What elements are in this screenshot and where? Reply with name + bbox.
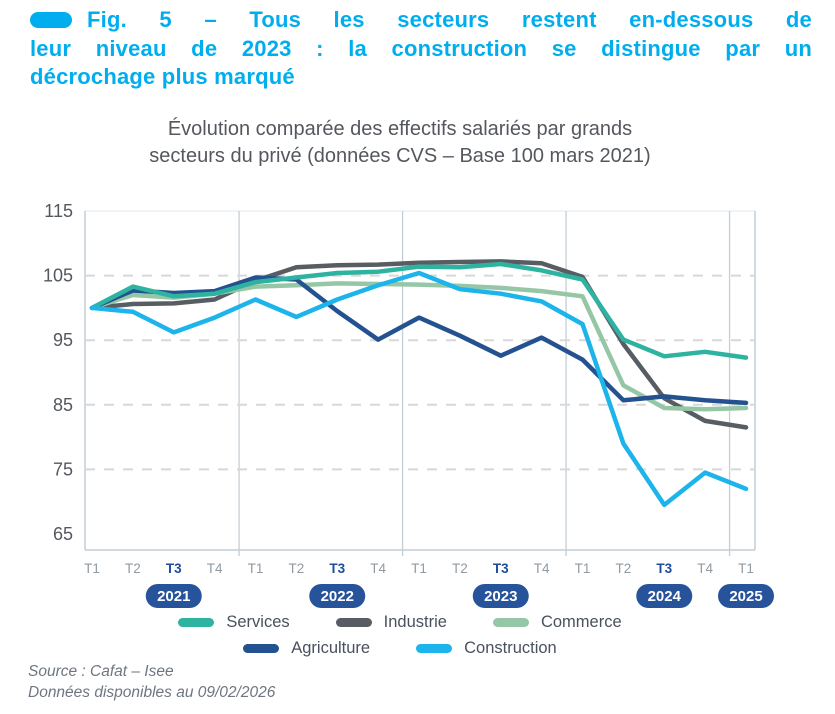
year-badge-2022 <box>309 584 366 608</box>
y-tick-115: 115 <box>44 201 73 221</box>
x-tick-0-t1: T1 <box>84 561 100 576</box>
x-tick-3-t4: T4 <box>207 561 223 576</box>
legend-label-industrie: Industrie <box>383 612 447 631</box>
x-tick-12-t1: T1 <box>575 561 591 576</box>
series-line-industrie <box>89 259 749 430</box>
chart-legend: Services Industrie Commerce Agriculture Cons… <box>20 609 780 661</box>
y-tick-95: 95 <box>53 330 73 350</box>
source-line-2: Données disponibles au 09/02/2026 <box>28 684 276 701</box>
x-tick-7-t4: T4 <box>370 561 386 576</box>
x-tick-5-t2: T2 <box>288 561 304 576</box>
year-badge-label-2022: 2022 <box>321 588 354 605</box>
industrie-swatch-icon <box>335 617 372 627</box>
x-tick-15-t4: T4 <box>697 561 713 576</box>
y-tick-105: 105 <box>43 266 73 286</box>
year-badge-label-2021: 2021 <box>157 588 190 605</box>
legend-item-industrie: Industrie <box>335 612 447 632</box>
figure-title-line-3: décrochage plus marqué <box>30 64 295 89</box>
series-line-services <box>89 261 749 360</box>
source-note: Source : Cafat – Isee Données disponible… <box>28 661 275 703</box>
legend-item-commerce: Commerce <box>492 612 622 632</box>
year-badge-2025 <box>718 584 774 608</box>
x-tick-14-t3: T3 <box>656 561 672 576</box>
x-tick-4-t1: T1 <box>248 561 264 576</box>
y-tick-75: 75 <box>53 459 73 479</box>
chart-subtitle-line-2: secteurs du privé (données CVS – Base 10… <box>149 145 651 167</box>
legend-item-services: Services <box>178 612 290 632</box>
x-tick-1-t2: T2 <box>125 561 141 576</box>
y-tick-65: 65 <box>53 524 73 544</box>
series-line-construction <box>89 270 749 508</box>
year-badge-2023 <box>472 584 529 608</box>
series-line-agriculture <box>89 275 749 406</box>
x-tick-13-t2: T2 <box>615 561 631 576</box>
x-tick-10-t3: T3 <box>493 561 509 576</box>
year-badge-2021 <box>145 584 202 608</box>
x-tick-16-t1: T1 <box>738 561 754 576</box>
x-tick-6-t3: T3 <box>329 561 345 576</box>
year-badge-label-2024: 2024 <box>648 588 682 605</box>
chart-subtitle-line-1: Évolution comparée des effectifs salarié… <box>167 118 633 140</box>
source-line-1: Source : Cafat – Isee <box>28 663 174 680</box>
legend-item-agriculture: Agriculture <box>243 639 370 658</box>
legend-label-commerce: Commerce <box>540 612 622 631</box>
figure-title-line-2: leur niveau de 2023 : la construction se… <box>30 35 812 61</box>
legend-item-construction: Construction <box>416 639 557 658</box>
year-badge-label-2023: 2023 <box>484 588 517 605</box>
agriculture-swatch-icon <box>243 643 280 653</box>
figure-title-text-1: Fig. 5 – Tous les secteurs restent en-de… <box>87 7 812 32</box>
y-tick-85: 85 <box>53 395 73 415</box>
legend-row-1: Services Industrie Commerce <box>20 609 780 635</box>
x-tick-8-t1: T1 <box>411 561 427 576</box>
x-tick-2-t3: T3 <box>166 561 182 576</box>
line-chart: 115 105 95 85 75 65 T1 T2 T3 T4 T1 T2 T3 T4 T1 T2 T3 T4 T1… <box>43 201 774 608</box>
x-tick-9-t2: T2 <box>452 561 468 576</box>
figure-title: Fig. 5 – Tous les secteurs restent en-de… <box>30 6 812 92</box>
figure-title-line-1: Fig. 5 – Tous les secteurs restent en-de… <box>30 6 812 35</box>
figure-bullet-icon <box>30 12 72 28</box>
legend-row-2: Agriculture Construction <box>20 635 780 661</box>
legend-label-construction: Construction <box>464 638 557 657</box>
commerce-swatch-icon <box>492 617 529 627</box>
legend-label-agriculture: Agriculture <box>291 638 371 657</box>
legend-label-services: Services <box>226 612 290 631</box>
chart-subtitle: Évolution comparée des effectifs salarié… <box>20 116 780 170</box>
construction-swatch-icon <box>416 643 453 653</box>
year-badge-2024 <box>636 584 693 608</box>
year-badge-label-2025: 2025 <box>729 588 762 605</box>
x-tick-11-t4: T4 <box>534 561 550 576</box>
services-swatch-icon <box>178 617 215 627</box>
